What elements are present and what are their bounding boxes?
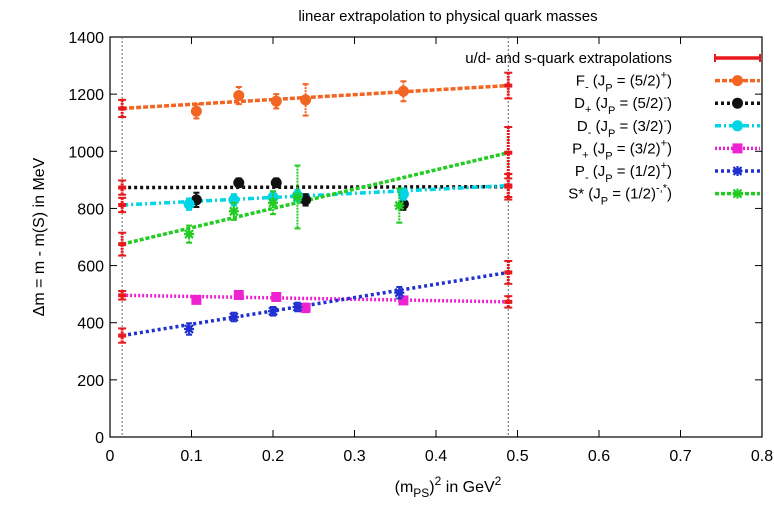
data-point — [268, 197, 278, 208]
legend-marker — [732, 166, 743, 176]
y-tick-label: 800 — [77, 201, 104, 218]
extrapolation-points — [118, 71, 513, 344]
data-point — [184, 324, 195, 334]
extrapolation-point — [118, 242, 127, 247]
legend-label: S* (JP = (1/2)-,*) — [568, 183, 672, 208]
x-tick-label: 0.8 — [751, 448, 773, 465]
data-point — [228, 206, 239, 217]
legend-label: F- (JP = (5/2)+) — [576, 70, 672, 95]
chart-title: linear extrapolation to physical quark m… — [298, 8, 597, 25]
fit-line — [121, 270, 509, 338]
extrapolation-point — [118, 293, 127, 298]
data-point — [398, 295, 409, 306]
data-point — [270, 95, 282, 107]
extrapolation-point — [504, 270, 513, 275]
y-tick-label: 1400 — [68, 30, 104, 47]
extrapolation-point — [504, 150, 513, 155]
extrapolation-point — [118, 106, 127, 111]
legend-label: u/d- and s-quark extrapolations — [465, 50, 672, 67]
y-tick-label: 0 — [95, 430, 104, 447]
y-tick-label: 1000 — [68, 144, 104, 161]
data-point — [271, 292, 282, 302]
fit-line — [122, 83, 509, 111]
data-point — [300, 302, 311, 313]
legend-marker — [732, 120, 743, 132]
axis-tick-labels: 0 0.1 0.2 0.3 0.4 0.5 0.6 0.7 0.8 0 200 400 600 800 10… — [68, 30, 773, 465]
legend-label: P- (JP = (1/2)+) — [575, 160, 672, 185]
legend-label: D+ (JP = (5/2)-) — [574, 92, 672, 117]
data-point — [397, 188, 409, 200]
x-tick-label: 0.1 — [180, 448, 202, 465]
legend-marker — [732, 143, 743, 154]
data-point — [183, 198, 195, 210]
x-tick-label: 0.2 — [262, 448, 284, 465]
extrapolation-point — [118, 185, 127, 190]
data-point — [270, 177, 282, 189]
extrapolation-point — [118, 333, 127, 338]
x-axis-title: (mPS)2 in GeV2 — [395, 474, 502, 500]
data-points — [183, 80, 409, 336]
fit-line — [122, 183, 509, 207]
fit-line — [122, 293, 509, 304]
legend-marker — [732, 75, 743, 87]
data-point — [233, 290, 244, 300]
extrapolation-point — [118, 203, 127, 207]
data-point — [184, 229, 195, 240]
legend-marker — [732, 188, 743, 199]
x-tick-label: 0 — [106, 448, 115, 465]
x-tick-label: 0.6 — [588, 448, 610, 465]
data-point — [300, 194, 312, 206]
x-tick-label: 0.5 — [506, 448, 528, 465]
x-tick-label: 0.7 — [669, 448, 691, 465]
extrapolation-point — [504, 183, 513, 188]
extrapolation-point — [504, 83, 513, 88]
fit-lines — [121, 83, 509, 338]
data-point — [292, 302, 303, 312]
extrapolation-point — [504, 299, 513, 304]
data-point — [233, 177, 245, 189]
x-tick-label: 0.4 — [425, 448, 447, 465]
data-point — [292, 192, 303, 202]
data-point — [394, 200, 405, 211]
fit-line — [122, 184, 509, 190]
data-point — [191, 294, 202, 305]
data-point — [397, 85, 409, 97]
legend-label: D- (JP = (3/2)-) — [577, 115, 672, 140]
data-point — [268, 306, 278, 317]
legend: u/d- and s-quark extrapolations F- (JP = … — [465, 50, 761, 208]
legend-label: P+ (JP = (3/2)+) — [572, 137, 672, 162]
data-point — [233, 90, 245, 102]
legend-marker — [732, 97, 743, 109]
axis-ticks — [109, 36, 763, 438]
data-point — [394, 287, 405, 298]
y-tick-label: 600 — [77, 259, 104, 276]
fit-line — [121, 151, 509, 246]
y-tick-label: 1200 — [68, 87, 104, 104]
y-tick-label: 200 — [77, 373, 104, 390]
x-tick-label: 0.3 — [343, 448, 365, 465]
data-point — [190, 105, 202, 117]
data-point — [300, 94, 312, 106]
y-tick-label: 400 — [77, 316, 104, 333]
data-point — [228, 312, 239, 322]
y-axis-title: Δm = m - m(S) in MeV — [31, 157, 48, 316]
